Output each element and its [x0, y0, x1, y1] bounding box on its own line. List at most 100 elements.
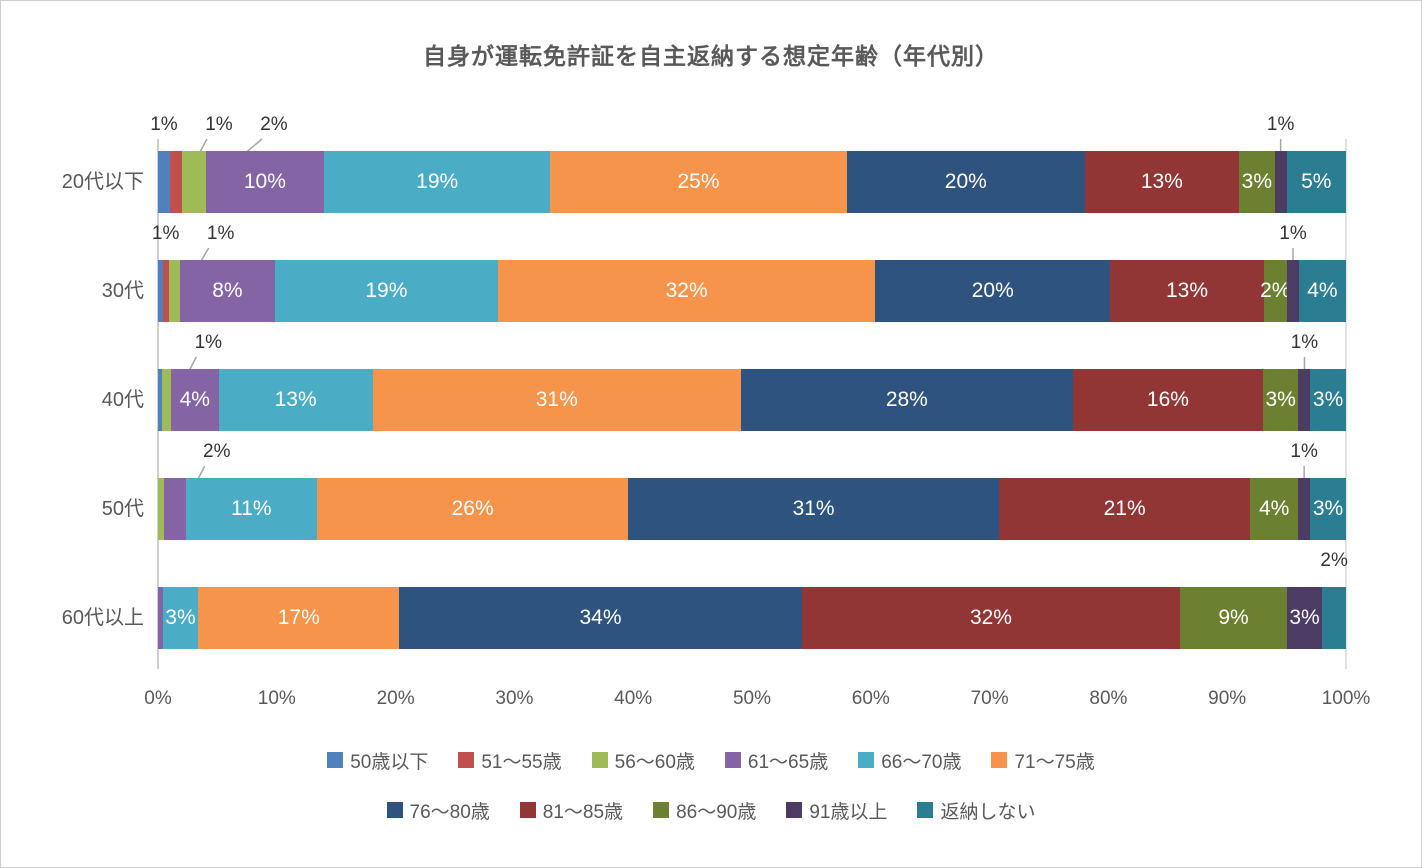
legend-item: 76〜80歳	[386, 797, 490, 824]
callout-label: 1%	[206, 223, 235, 244]
bar-segment: 4%	[1298, 260, 1346, 322]
bar-segment	[163, 478, 186, 540]
legend-swatch	[386, 802, 403, 818]
legend-item-label: 61〜65歳	[747, 751, 829, 773]
bar-segment-label: 11%	[231, 497, 272, 520]
x-axis-tick-label: 40%	[614, 688, 653, 709]
legend-item: 86〜90歳	[653, 797, 756, 824]
bar-segment	[1298, 478, 1311, 540]
x-axis-tick-label: 50%	[732, 688, 772, 709]
callout-label: 1%	[205, 114, 233, 135]
legend-item: 71〜75歳	[991, 747, 1095, 774]
legend-item: 51〜55歳	[458, 747, 562, 774]
legend-swatch	[786, 802, 803, 818]
x-axis-tick-label: 30%	[495, 688, 534, 709]
bar-segment-label: 2%	[1260, 279, 1291, 302]
bar-segment-label: 3%	[1241, 170, 1273, 193]
legend-item-label: 76〜80歳	[409, 801, 490, 823]
bar-segment-label: 4%	[1258, 497, 1290, 520]
x-axis-tick-label: 90%	[1208, 688, 1247, 709]
callout-label: 1%	[1279, 223, 1307, 244]
callout-label: 2%	[260, 114, 288, 135]
bar-row: 4% 13% 31% 28% 16% 3% 3%	[158, 369, 1346, 431]
legend-swatch	[917, 802, 934, 818]
bar-segment-label: 19%	[365, 279, 408, 302]
bar-segment: 32%	[801, 587, 1181, 649]
bar-segment-label: 3%	[1312, 497, 1344, 520]
bar-segment: 20%	[875, 260, 1111, 322]
bar-row: 8% 19% 32% 20% 13% 2% 4%	[158, 260, 1346, 322]
bar-segment: 26%	[317, 478, 629, 540]
bar-segment: 3%	[1310, 478, 1346, 540]
bar-segment	[158, 260, 163, 322]
x-axis-tick-label: 20%	[376, 688, 415, 709]
legend-item: 返納しない	[917, 797, 1036, 824]
bar-segment: 17%	[198, 587, 400, 649]
bar-segment	[162, 260, 169, 322]
bar-segment-label: 3%	[1265, 388, 1296, 411]
legend-item: 66〜70歳	[858, 747, 961, 774]
legend-row-2: 76〜80歳 81〜85歳 86〜90歳 91歳以上 返納しない	[1, 797, 1421, 823]
bar-segment: 4%	[1250, 478, 1299, 540]
chart-title: 自身が運転免許証を自主返納する想定年齢（年代別）	[423, 43, 999, 69]
bar-segment-label: 10%	[243, 170, 286, 193]
bar-segment	[168, 260, 181, 322]
callout-label: 2%	[1320, 550, 1348, 571]
bar-segment	[158, 587, 163, 649]
bar-segment: 25%	[550, 151, 848, 213]
bar-segment: 28%	[740, 369, 1073, 431]
bar-segment-label: 9%	[1218, 606, 1249, 629]
callout-label: 1%	[1266, 114, 1295, 135]
bar-segment: 19%	[324, 151, 551, 213]
legend-item: 56〜60歳	[591, 747, 695, 774]
x-axis-tick-label: 10%	[257, 688, 296, 709]
bar-segment-label: 16%	[1146, 388, 1189, 411]
bar-segment: 16%	[1072, 369, 1263, 431]
legend-item-label: 91歳以上	[809, 801, 888, 823]
bar-segment: 31%	[628, 478, 1000, 540]
bar-segment-label: 4%	[1307, 279, 1338, 302]
legend-swatch	[991, 752, 1008, 768]
legend-row-1: 50歳以下 51〜55歳 56〜60歳 61〜65歳 66〜70歳 71〜75歳	[1, 747, 1421, 773]
bar-segment	[1298, 369, 1311, 431]
bar-segment-label: 21%	[1103, 497, 1146, 520]
bar-segment-label: 13%	[1140, 170, 1183, 193]
bar-segment-label: 19%	[416, 170, 459, 193]
bar-segment: 31%	[372, 369, 741, 431]
bar-segment: 2%	[1260, 260, 1290, 322]
callout-label: 2%	[203, 441, 231, 462]
bar-segment	[1322, 587, 1346, 649]
bar-segment-label: 28%	[885, 388, 928, 411]
legend-item-label: 71〜75歳	[1014, 751, 1095, 773]
legend-item-label: 56〜60歳	[614, 751, 695, 773]
legend-swatch	[858, 752, 875, 768]
bar-segment: 3%	[1310, 369, 1346, 431]
legend-item: 91歳以上	[786, 797, 887, 824]
bar-segment-label: 4%	[179, 388, 210, 411]
bar-segment: 21%	[999, 478, 1251, 540]
bar-segment-label: 5%	[1301, 170, 1332, 193]
category-label: 60代以上	[61, 607, 144, 629]
bar-segment: 13%	[1110, 260, 1264, 322]
bar-segment	[1274, 151, 1287, 213]
bar-segment: 8%	[180, 260, 275, 322]
bar-segment-label: 32%	[969, 606, 1012, 629]
category-label: 40代	[101, 389, 144, 411]
bar-segment-label: 8%	[212, 279, 243, 302]
bar-segment: 3%	[1262, 369, 1299, 431]
callout-label: 1%	[1290, 332, 1319, 353]
legend-swatch	[591, 752, 608, 768]
category-label: 30代	[101, 280, 144, 302]
bar-segment	[158, 478, 164, 540]
bar-segment: 10%	[205, 151, 325, 213]
legend-item-label: 66〜70歳	[881, 751, 962, 773]
category-label: 50代	[101, 498, 144, 520]
x-axis-tick-label: 60%	[851, 688, 890, 709]
bar-segment-label: 3%	[1312, 388, 1344, 411]
bar-segment: 3%	[162, 587, 199, 649]
bar-segment	[158, 369, 162, 431]
bar-segment	[161, 369, 172, 431]
bar-segment: 13%	[1084, 151, 1240, 213]
bar-segment-label: 26%	[451, 497, 494, 520]
